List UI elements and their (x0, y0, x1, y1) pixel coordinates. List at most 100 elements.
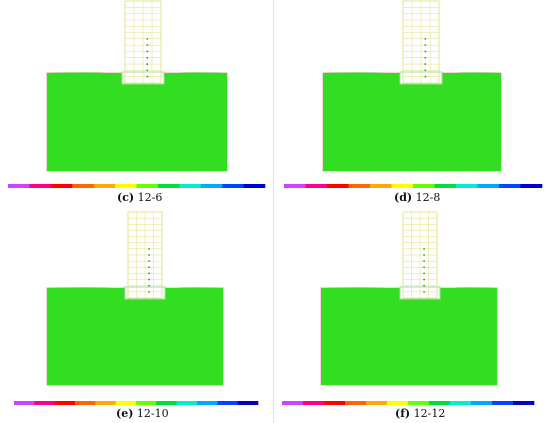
pile-node (423, 278, 425, 281)
legend-segment (50, 184, 73, 188)
legend-segment (327, 184, 349, 188)
legend-segment (434, 184, 457, 188)
legend-segment (136, 184, 159, 188)
pile-mesh (124, 0, 162, 84)
contour-plot-c (8, 0, 266, 188)
pile-node (424, 69, 427, 72)
legend-segment (513, 401, 535, 405)
legend-bar (282, 401, 535, 405)
panel-e: (e) 12-10 (0, 211, 273, 423)
legend-segment (413, 184, 435, 188)
legend-segment (75, 401, 96, 405)
caption-label: 12-10 (136, 407, 169, 420)
legend-segment (222, 184, 244, 188)
pile-node (423, 266, 425, 269)
pile-node (424, 56, 427, 59)
caption-label: 12-6 (137, 191, 163, 204)
panel-d: (d) 12-8 (274, 0, 550, 212)
pile-node (148, 266, 150, 269)
legend-segment (93, 184, 116, 188)
legend-segment (237, 401, 259, 405)
legend-segment (157, 184, 180, 188)
legend-segment (200, 184, 223, 188)
pile-node (146, 69, 149, 72)
caption-c: (c) 12-6 (117, 191, 162, 204)
legend-segment (345, 401, 367, 405)
contour-plot-d (284, 0, 543, 188)
pile-node (423, 272, 425, 275)
pile-node (423, 290, 425, 293)
caption-e: (e) 12-10 (116, 407, 169, 420)
legend-segment (29, 184, 52, 188)
pile-node (148, 254, 150, 256)
legend-segment (303, 401, 325, 405)
legend-segment (282, 401, 304, 405)
legend-segment (429, 401, 451, 405)
legend-segment (391, 184, 414, 188)
pile-node (146, 50, 149, 53)
pile-node (424, 50, 427, 53)
legend-bar (8, 184, 266, 188)
legend-segment (54, 401, 76, 405)
legend-segment (284, 184, 306, 188)
contour-plot-e (14, 211, 259, 405)
legend-segment (366, 401, 388, 405)
caption-label: 12-8 (415, 191, 441, 204)
pile-node (148, 260, 150, 263)
legend-segment (115, 401, 137, 405)
legend-segment (450, 401, 472, 405)
pile-node (146, 37, 149, 40)
stress-band (47, 287, 223, 385)
legend-bar (14, 401, 259, 405)
legend-segment (499, 184, 521, 188)
caption-f: (f) 12-12 (395, 407, 445, 420)
legend-segment (136, 401, 157, 405)
panel-f: (f) 12-12 (274, 211, 550, 423)
pile-node (423, 247, 425, 250)
caption-letter: (e) (116, 407, 134, 420)
legend-segment (176, 401, 198, 405)
legend-segment (370, 184, 392, 188)
legend-segment (14, 401, 35, 405)
vertical-divider (273, 0, 274, 423)
pile-node (148, 247, 150, 250)
pile-node (146, 56, 149, 59)
pile-node (424, 63, 427, 65)
pile-node (424, 37, 427, 40)
pile-node (423, 284, 425, 287)
legend-segment (324, 401, 346, 405)
legend-segment (520, 184, 543, 188)
pile-mesh (402, 0, 440, 84)
pile-node (423, 260, 425, 263)
caption-letter: (d) (394, 191, 413, 204)
legend-segment (408, 401, 430, 405)
legend-segment (477, 184, 500, 188)
legend-segment (456, 184, 478, 188)
legend-segment (72, 184, 94, 188)
stress-band (323, 72, 501, 171)
caption-letter: (f) (395, 407, 411, 420)
legend-segment (156, 401, 177, 405)
legend-segment (305, 184, 328, 188)
pile-node (148, 284, 150, 287)
pile-node (146, 44, 149, 47)
stress-band (47, 72, 227, 171)
caption-d: (d) 12-8 (394, 191, 440, 204)
legend-segment (217, 401, 238, 405)
legend-segment (34, 401, 55, 405)
pile-node (146, 63, 149, 65)
pile-node (148, 278, 150, 281)
legend-segment (348, 184, 371, 188)
legend-segment (492, 401, 514, 405)
pile-node (148, 272, 150, 275)
pile-node (424, 44, 427, 47)
pile-node (424, 75, 427, 78)
legend-segment (471, 401, 493, 405)
pile-node (146, 75, 149, 78)
legend-segment (197, 401, 218, 405)
legend-segment (8, 184, 30, 188)
panel-c: (c) 12-6 (0, 0, 273, 212)
pile-mesh (127, 211, 163, 299)
caption-label: 12-12 (413, 407, 446, 420)
legend-segment (243, 184, 266, 188)
